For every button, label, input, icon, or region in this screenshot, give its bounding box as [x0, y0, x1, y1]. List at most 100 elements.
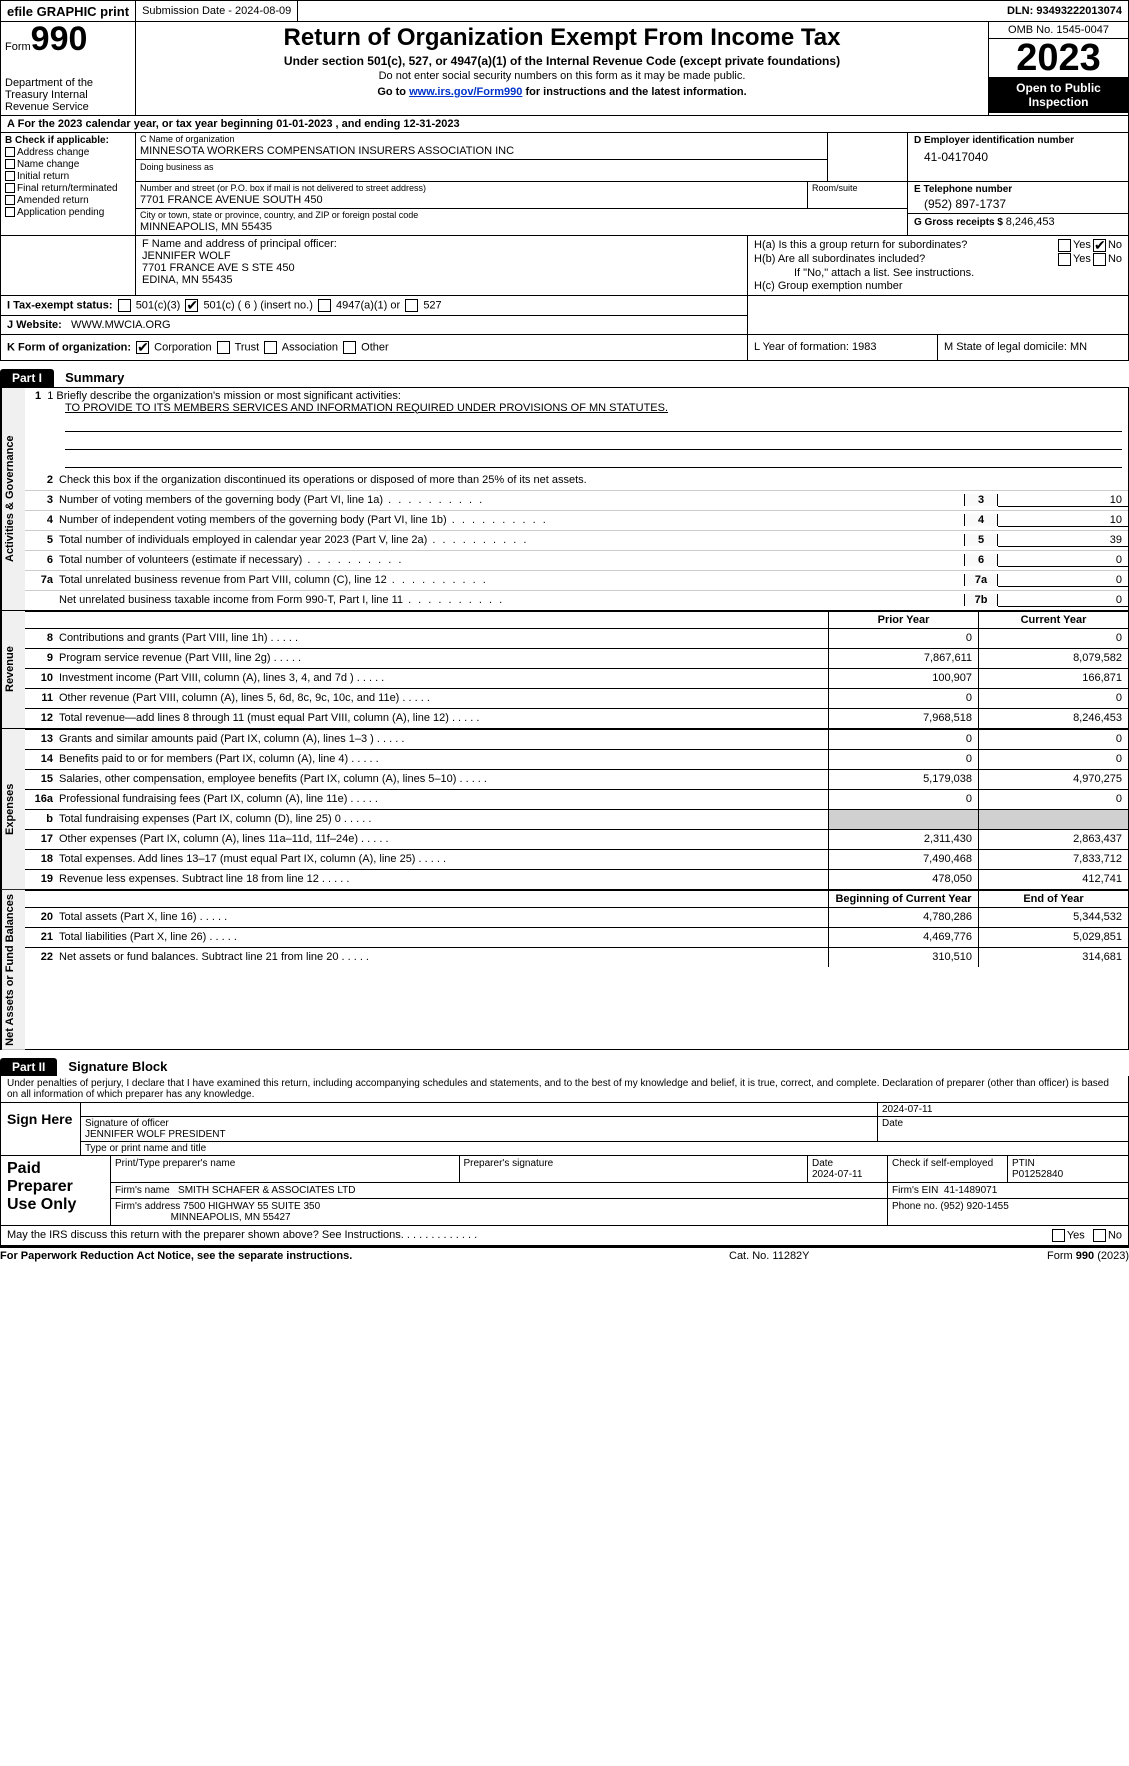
website-url: WWW.MWCIA.ORG [71, 319, 171, 331]
sidebar-revenue: Revenue [1, 611, 25, 728]
row-k: K Form of organization: Corporation Trus… [0, 335, 1129, 361]
gov-line-7a: 7a Total unrelated business revenue from… [25, 570, 1128, 590]
line-21: 21 Total liabilities (Part X, line 26) .… [25, 927, 1128, 947]
city-state-zip: MINNEAPOLIS, MN 55435 [136, 221, 907, 235]
box-b: B Check if applicable: Address change Na… [1, 133, 136, 235]
firm-phone: (952) 920-1455 [940, 1201, 1008, 1212]
checkbox-initial-return[interactable] [5, 171, 15, 181]
checkbox-pending[interactable] [5, 207, 15, 217]
gov-line-7b: Net unrelated business taxable income fr… [25, 590, 1128, 610]
line-14: 14 Benefits paid to or for members (Part… [25, 749, 1128, 769]
discuss-yes[interactable] [1052, 1229, 1065, 1242]
room-suite-label: Room/suite [807, 182, 907, 208]
perjury-declaration: Under penalties of perjury, I declare th… [1, 1076, 1128, 1103]
discuss-row: May the IRS discuss this return with the… [1, 1225, 1128, 1245]
line-20: 20 Total assets (Part X, line 16) . . . … [25, 907, 1128, 927]
chk-4947[interactable] [318, 299, 331, 312]
sig-date: 2024-07-11 [878, 1103, 1128, 1116]
box-g-receipts: G Gross receipts $ 8,246,453 [908, 214, 1128, 230]
gross-receipts: 8,246,453 [1006, 216, 1055, 228]
part1-title: Summary [57, 370, 124, 385]
form-footer: Form 990 (2023) [929, 1250, 1129, 1262]
sidebar-governance: Activities & Governance [1, 388, 25, 610]
sidebar-expenses: Expenses [1, 729, 25, 889]
ein-value: 41-0417040 [914, 150, 1122, 164]
box-h: H(a) Is this a group return for subordin… [748, 236, 1128, 295]
row-j-website: J Website: WWW.MWCIA.ORG [1, 316, 747, 334]
ptin: P01252840 [1012, 1169, 1063, 1180]
state-domicile: M State of legal domicile: MN [938, 335, 1128, 360]
chk-other[interactable] [343, 341, 356, 354]
part1-header: Part I [0, 369, 54, 387]
officer-name: JENNIFER WOLF [142, 250, 741, 262]
chk-assoc[interactable] [264, 341, 277, 354]
line-19: 19 Revenue less expenses. Subtract line … [25, 869, 1128, 889]
row-ij: I Tax-exempt status: 501(c)(3) 501(c) ( … [0, 296, 1129, 335]
chk-501c[interactable] [185, 299, 198, 312]
line-1-mission: 1 1 Briefly describe the organization's … [25, 388, 1128, 470]
line-9: 9 Program service revenue (Part VIII, li… [25, 648, 1128, 668]
ha-yes[interactable] [1058, 239, 1071, 252]
street-address: 7701 FRANCE AVENUE SOUTH 450 [136, 194, 807, 208]
hb-yes[interactable] [1058, 253, 1071, 266]
prep-date: 2024-07-11 [812, 1169, 862, 1180]
checkbox-name-change[interactable] [5, 159, 15, 169]
chk-trust[interactable] [217, 341, 230, 354]
topbar: efile GRAPHIC print Submission Date - 20… [0, 0, 1129, 22]
box-e-phone: E Telephone number (952) 897-1737 [908, 182, 1128, 214]
checkbox-amended[interactable] [5, 195, 15, 205]
dln: DLN: 93493222013074 [1001, 1, 1128, 21]
dept-label: Department of the Treasury Internal Reve… [5, 77, 129, 113]
line-18: 18 Total expenses. Add lines 13–17 (must… [25, 849, 1128, 869]
gov-line-5: 5 Total number of individuals employed i… [25, 530, 1128, 550]
line-11: 11 Other revenue (Part VIII, column (A),… [25, 688, 1128, 708]
box-f-officer: F Name and address of principal officer:… [136, 236, 748, 295]
irs-link[interactable]: www.irs.gov/Form990 [409, 86, 522, 98]
gov-line-4: 4 Number of independent voting members o… [25, 510, 1128, 530]
line-10: 10 Investment income (Part VIII, column … [25, 668, 1128, 688]
subtitle-3: Go to www.irs.gov/Form990 for instructio… [144, 86, 980, 98]
ha-no[interactable] [1093, 239, 1106, 252]
mission-text: TO PROVIDE TO ITS MEMBERS SERVICES AND I… [65, 402, 1122, 414]
row-a-year: A For the 2023 calendar year, or tax yea… [0, 116, 1129, 133]
sign-here-label: Sign Here [1, 1103, 81, 1155]
chk-corp[interactable] [136, 341, 149, 354]
org-name-label: C Name of organization [136, 133, 827, 145]
efile-label: efile GRAPHIC print [1, 1, 136, 21]
checkbox-final-return[interactable] [5, 183, 15, 193]
sidebar-net-assets: Net Assets or Fund Balances [1, 890, 25, 1050]
gov-line-6: 6 Total number of volunteers (estimate i… [25, 550, 1128, 570]
section-bcd: B Check if applicable: Address change Na… [0, 133, 1129, 236]
dba-label: Doing business as [136, 159, 827, 181]
subtitle-1: Under section 501(c), 527, or 4947(a)(1)… [144, 54, 980, 68]
hb-no[interactable] [1093, 253, 1106, 266]
checkbox-address-change[interactable] [5, 147, 15, 157]
part-1: Part I Summary Activities & Governance 1… [0, 361, 1129, 1051]
subtitle-2: Do not enter social security numbers on … [144, 70, 980, 82]
year-formation: L Year of formation: 1983 [748, 335, 938, 360]
part2-header: Part II [0, 1058, 57, 1076]
firm-ein: 41-1489071 [944, 1185, 997, 1196]
row-i-status: I Tax-exempt status: 501(c)(3) 501(c) ( … [1, 296, 747, 316]
phone-value: (952) 897-1737 [914, 197, 1122, 211]
line-8: 8 Contributions and grants (Part VIII, l… [25, 628, 1128, 648]
discuss-no[interactable] [1093, 1229, 1106, 1242]
gov-line-3: 3 Number of voting members of the govern… [25, 490, 1128, 510]
paperwork-notice: For Paperwork Reduction Act Notice, see … [0, 1250, 729, 1262]
open-inspection: Open to Public Inspection [989, 77, 1128, 113]
chk-527[interactable] [405, 299, 418, 312]
part2-title: Signature Block [60, 1059, 167, 1074]
form-number: 990 [31, 20, 88, 58]
page-footer: For Paperwork Reduction Act Notice, see … [0, 1246, 1129, 1262]
box-d-ein: D Employer identification number 41-0417… [908, 133, 1128, 181]
row-fh: F Name and address of principal officer:… [0, 236, 1129, 296]
line-12: 12 Total revenue—add lines 8 through 11 … [25, 708, 1128, 728]
line-15: 15 Salaries, other compensation, employe… [25, 769, 1128, 789]
paid-preparer-label: Paid Preparer Use Only [1, 1156, 111, 1225]
line-22: 22 Net assets or fund balances. Subtract… [25, 947, 1128, 967]
chk-501c3[interactable] [118, 299, 131, 312]
form-header: Form990 Department of the Treasury Inter… [0, 22, 1129, 116]
form-title: Return of Organization Exempt From Incom… [144, 24, 980, 52]
current-year-header: Current Year [978, 612, 1128, 628]
org-name: MINNESOTA WORKERS COMPENSATION INSURERS … [136, 145, 827, 159]
